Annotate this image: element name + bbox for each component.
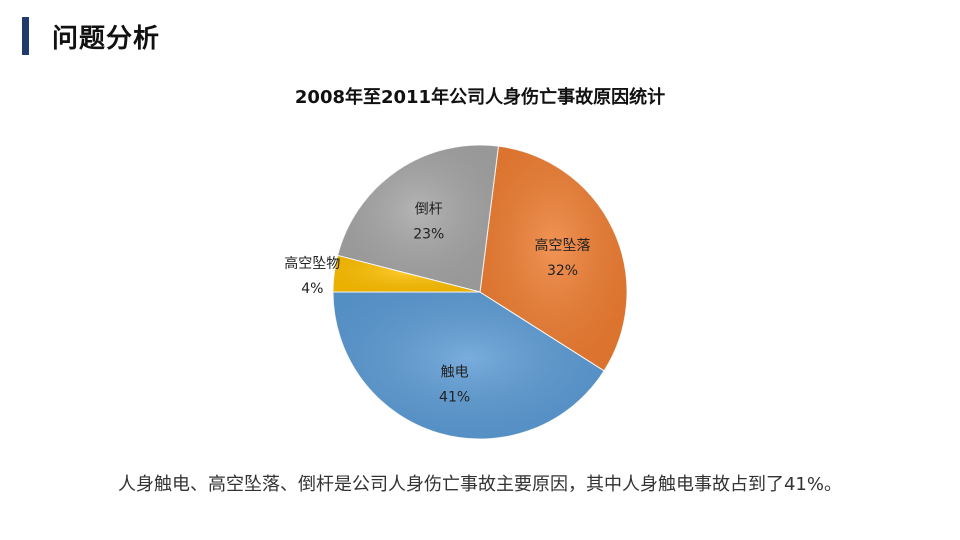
slice-percent-label: 32% — [547, 263, 578, 279]
chart-title: 2008年至2011年公司人身伤亡事故原因统计 — [294, 87, 666, 108]
title-accent-bar — [22, 17, 29, 55]
pie-labels: 触电 41% 高空坠落 32% 倒杆 23% 高空坠物 4% — [284, 202, 590, 406]
page-title: 问题分析 — [52, 24, 161, 54]
slice-percent-label: 4% — [301, 281, 323, 297]
slice-label: 高空坠物 — [284, 255, 340, 272]
slice-label: 高空坠落 — [535, 237, 591, 254]
summary-text: 人身触电、高空坠落、倒杆是公司人身伤亡事故主要原因，其中人身触电事故占到了41%… — [117, 474, 842, 495]
slice-label: 触电 — [441, 365, 469, 381]
slice-percent-label: 23% — [413, 227, 444, 243]
slice-percent-label: 41% — [439, 390, 470, 406]
slice-label: 倒杆 — [415, 202, 443, 218]
pie-slices — [332, 144, 628, 440]
